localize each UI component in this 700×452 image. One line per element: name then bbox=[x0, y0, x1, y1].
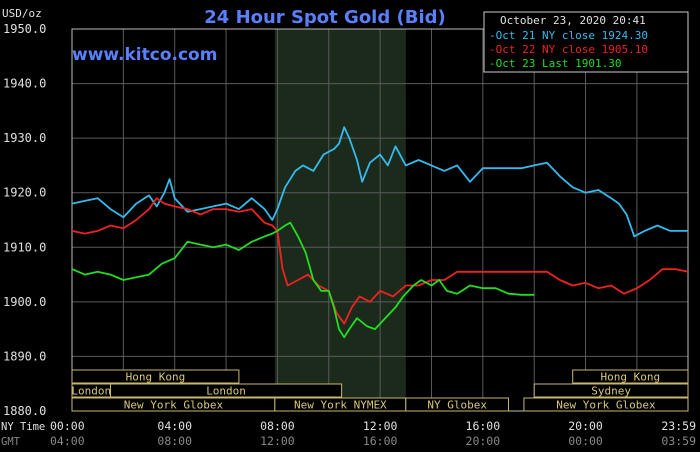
session-label: Sydney bbox=[591, 385, 631, 398]
legend-box: October 23, 2020 20:41 -Oct 21 NY close … bbox=[483, 11, 689, 73]
chart-title: 24 Hour Spot Gold (Bid) bbox=[204, 7, 445, 28]
session-bar bbox=[523, 397, 689, 412]
session-bar bbox=[533, 383, 689, 398]
session-label: New York NYMEX bbox=[294, 399, 387, 412]
x-tick-label-gmt: 00:00 bbox=[568, 434, 603, 448]
x-tick-label-gmt: 03:59 bbox=[661, 434, 696, 448]
x-tick-label-ny: 20:00 bbox=[568, 419, 603, 433]
x-axis-label-gmt: GMT bbox=[1, 436, 21, 448]
x-tick-label-gmt: 16:00 bbox=[363, 434, 398, 448]
nymex-session-shading bbox=[274, 29, 406, 411]
x-axis-ticks: 00:0004:0004:0008:0008:0012:0012:0016:00… bbox=[50, 419, 696, 448]
price-series bbox=[71, 126, 689, 339]
session-bar bbox=[405, 397, 510, 412]
x-tick-label-gmt: 20:00 bbox=[466, 434, 501, 448]
x-tick-label-ny: 08:00 bbox=[260, 419, 295, 433]
session-label: London bbox=[71, 385, 111, 398]
y-tick-label: 1950.0 bbox=[3, 22, 46, 36]
x-tick-label-ny: 16:00 bbox=[466, 419, 501, 433]
website-label[interactable]: www.kitco.com bbox=[72, 45, 217, 65]
series-line-1 bbox=[71, 126, 688, 238]
x-tick-label-ny: 23:59 bbox=[661, 419, 696, 433]
y-axis-unit: USD/oz bbox=[2, 7, 42, 20]
y-tick-label: 1930.0 bbox=[3, 131, 46, 145]
y-tick-label: 1880.0 bbox=[3, 404, 46, 418]
x-tick-label-ny: 04:00 bbox=[157, 419, 192, 433]
legend-entry: -Oct 23 Last 1901.30 bbox=[489, 57, 621, 70]
series-line-2 bbox=[71, 197, 689, 325]
y-tick-label: 1940.0 bbox=[3, 77, 46, 91]
y-tick-label: 1920.0 bbox=[3, 186, 46, 200]
x-tick-label-ny: 12:00 bbox=[363, 419, 398, 433]
session-label: New York Globex bbox=[556, 399, 656, 412]
session-bar bbox=[71, 369, 240, 384]
session-label: Hong Kong bbox=[126, 371, 186, 384]
y-tick-label: 1910.0 bbox=[3, 240, 46, 254]
timestamp: October 23, 2020 20:41 bbox=[500, 14, 646, 27]
x-tick-label-gmt: 04:00 bbox=[50, 434, 85, 448]
session-bar bbox=[572, 369, 689, 384]
legend-entry: -Oct 22 NY close 1905.10 bbox=[489, 43, 648, 56]
session-label: Hong Kong bbox=[601, 371, 661, 384]
x-tick-label-ny: 00:00 bbox=[50, 419, 85, 433]
y-tick-label: 1900.0 bbox=[3, 295, 46, 309]
y-axis-ticks: 1950.0 1940.0 1930.0 1920.0 1910.0 1900.0 1890… bbox=[3, 22, 46, 418]
session-bar bbox=[71, 383, 112, 398]
session-label: NY Globex bbox=[427, 399, 487, 412]
series-line-3 bbox=[71, 221, 535, 339]
y-tick-label: 1890.0 bbox=[3, 349, 46, 363]
legend-entry: -Oct 21 NY close 1924.30 bbox=[489, 29, 648, 42]
x-axis-label-ny-time: NY Time bbox=[1, 421, 45, 433]
x-tick-label-gmt: 08:00 bbox=[157, 434, 192, 448]
x-tick-label-gmt: 12:00 bbox=[260, 434, 295, 448]
session-label: New York Globex bbox=[124, 399, 224, 412]
session-label: London bbox=[206, 385, 246, 398]
